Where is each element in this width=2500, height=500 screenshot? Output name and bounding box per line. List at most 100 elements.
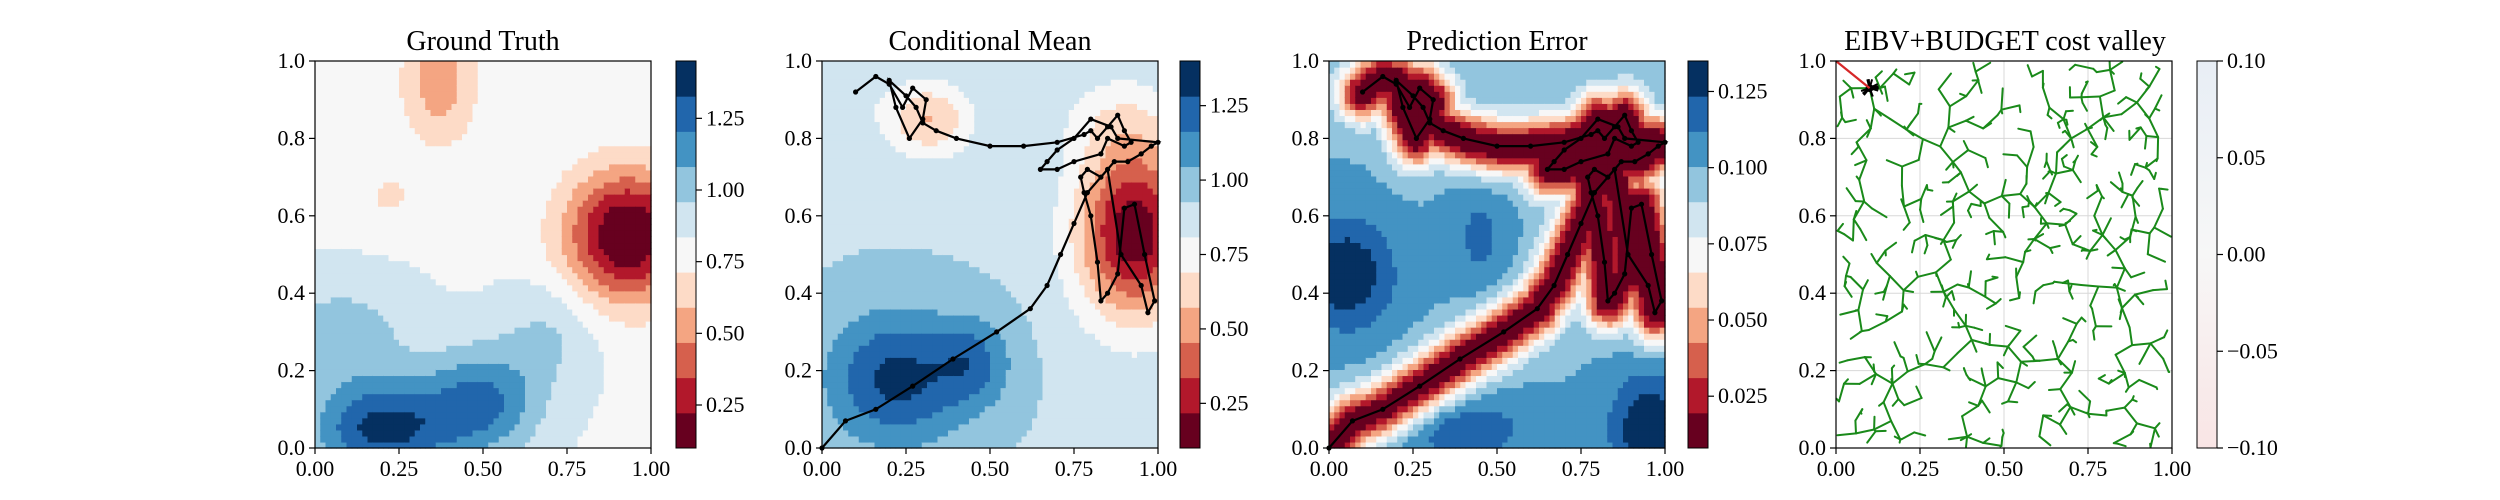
heatmap-cell [593, 405, 600, 413]
heatmap-cell [546, 441, 552, 449]
heatmap-cell [504, 272, 510, 280]
heatmap-cell [556, 67, 563, 74]
heatmap-cell [635, 121, 642, 129]
heatmap-cell [315, 423, 321, 431]
heatmap-cell [483, 375, 489, 383]
heatmap-cell [409, 321, 416, 328]
heatmap-cell [864, 103, 870, 110]
heatmap-cell [462, 242, 468, 250]
heatmap-cell [446, 296, 453, 304]
heatmap-cell [551, 284, 558, 292]
heatmap-cell [383, 266, 390, 274]
heatmap-cell [843, 79, 849, 86]
heatmap-cell [556, 224, 563, 231]
heatmap-cell [843, 151, 849, 159]
heatmap-cell [446, 85, 453, 92]
heatmap-cell [435, 399, 442, 407]
heatmap-cell [493, 169, 500, 177]
heatmap-cell [588, 248, 594, 256]
heatmap-cell [488, 79, 495, 86]
heatmap-cell [869, 224, 876, 231]
heatmap-cell [598, 169, 605, 177]
heatmap-cell [540, 308, 547, 316]
heatmap-cell [472, 266, 479, 274]
heatmap-cell [351, 369, 358, 377]
heatmap-cell [441, 109, 447, 117]
heatmap-cell [556, 151, 563, 159]
heatmap-cell [551, 333, 558, 340]
heatmap-cell [472, 308, 479, 316]
heatmap-cell [498, 441, 505, 449]
heatmap-cell [388, 387, 395, 395]
heatmap-cell [635, 115, 642, 123]
heatmap-cell [488, 333, 495, 340]
heatmap-cell [561, 405, 568, 413]
heatmap-cell [341, 163, 348, 171]
heatmap-cell [357, 145, 363, 153]
heatmap-cell [462, 194, 468, 201]
heatmap-cell [832, 127, 839, 135]
heatmap-cell [572, 109, 579, 117]
heatmap-cell [567, 145, 573, 153]
heatmap-cell [420, 381, 426, 389]
heatmap-cell [462, 212, 468, 219]
heatmap-cell [614, 266, 621, 274]
heatmap-cell [827, 308, 834, 316]
heatmap-cell [514, 260, 521, 268]
heatmap-cell [848, 333, 855, 340]
heatmap-cell [864, 429, 870, 437]
heatmap-cell [869, 175, 876, 183]
heatmap-cell [561, 321, 568, 328]
heatmap-cell [514, 375, 521, 383]
heatmap-cell [885, 230, 891, 237]
heatmap-cell [630, 278, 636, 286]
heatmap-cell [832, 321, 839, 328]
heatmap-cell [640, 218, 647, 225]
heatmap-cell [341, 278, 348, 286]
heatmap-cell [640, 248, 647, 256]
heatmap-cell [315, 187, 321, 195]
heatmap-cell [551, 127, 558, 135]
heatmap-cell [498, 429, 505, 437]
heatmap-cell [869, 284, 876, 292]
heatmap-cell [519, 302, 526, 310]
heatmap-cell [885, 127, 891, 135]
heatmap-cell [362, 441, 369, 449]
heatmap-cell [540, 85, 547, 92]
heatmap-cell [315, 236, 321, 244]
heatmap-cell [837, 399, 844, 407]
heatmap-cell [827, 369, 834, 377]
heatmap-cell [430, 405, 437, 413]
heatmap-cell [879, 405, 886, 413]
heatmap-cell [535, 284, 542, 292]
heatmap-cell [472, 242, 479, 250]
heatmap-cell [488, 97, 495, 104]
heatmap-cell [372, 218, 379, 225]
heatmap-cell [525, 296, 531, 304]
heatmap-cell [577, 127, 584, 135]
heatmap-cell [885, 296, 891, 304]
heatmap-cell [567, 435, 573, 443]
heatmap-cell [462, 345, 468, 352]
heatmap-cell [645, 284, 652, 292]
heatmap-cell [320, 393, 327, 401]
heatmap-cell [341, 67, 348, 74]
heatmap-cell [619, 61, 626, 68]
heatmap-cell [420, 194, 426, 201]
heatmap-cell [567, 91, 573, 98]
heatmap-cell [853, 381, 860, 389]
heatmap-cell [346, 339, 353, 346]
heatmap-cell [467, 175, 474, 183]
heatmap-cell [467, 187, 474, 195]
heatmap-cell [588, 73, 594, 80]
heatmap-cell [388, 169, 395, 177]
heatmap-cell [372, 115, 379, 123]
heatmap-cell [837, 163, 844, 171]
heatmap-cell [467, 200, 474, 207]
heatmap-cell [535, 387, 542, 395]
heatmap-cell [561, 296, 568, 304]
heatmap-cell [357, 387, 363, 395]
heatmap-cell [567, 85, 573, 92]
heatmap-cell [462, 327, 468, 334]
